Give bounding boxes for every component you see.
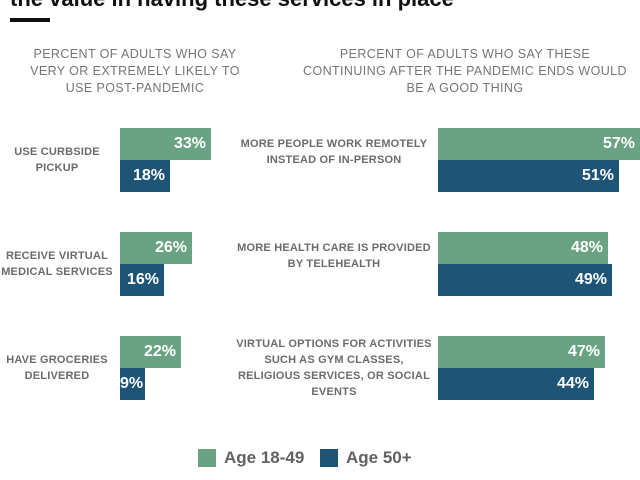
bar-age-50-plus: 44% xyxy=(438,368,594,400)
bar-age-18-49: 57% xyxy=(438,128,640,160)
legend-item-young: Age 18-49 xyxy=(198,446,304,470)
category-label: VIRTUAL OPTIONS FOR ACTIVITIES SUCH AS G… xyxy=(236,338,432,398)
bar-age-50-plus: 9% xyxy=(120,368,145,400)
legend-label-young: Age 18-49 xyxy=(224,448,305,467)
bar-age-18-49: 26% xyxy=(120,232,192,264)
headline-rule xyxy=(10,18,50,22)
category-label: HAVE GROCERIES DELIVERED xyxy=(6,354,108,382)
legend-swatch-old xyxy=(320,449,338,467)
bar-value-label: 18% xyxy=(132,167,165,184)
bar-value-label: 26% xyxy=(154,239,187,256)
category-label: MORE PEOPLE WORK REMOTELY INSTEAD OF IN-… xyxy=(240,138,428,166)
bar-age-18-49: 33% xyxy=(120,128,211,160)
category-label: USE CURBSIDE PICKUP xyxy=(14,146,100,174)
bar-value-label: 48% xyxy=(570,239,603,256)
legend-label-old: Age 50+ xyxy=(346,448,412,467)
category-label: MORE HEALTH CARE IS PROVIDED BY TELEHEAL… xyxy=(237,242,431,270)
right-panel-title: PERCENT OF ADULTS WHO SAY THESE CONTINUI… xyxy=(303,47,627,95)
bar-value-label: 51% xyxy=(581,167,614,184)
bar-age-50-plus: 51% xyxy=(438,160,619,192)
bar-value-label: 16% xyxy=(126,271,159,288)
bar-value-label: 9% xyxy=(120,375,144,392)
bar-value-label: 57% xyxy=(602,135,635,152)
bar-value-label: 22% xyxy=(143,343,176,360)
legend-item-old: Age 50+ xyxy=(320,446,412,470)
bar-age-50-plus: 16% xyxy=(120,264,164,296)
bar-value-label: 47% xyxy=(567,343,600,360)
legend: Age 18-49 Age 50+ xyxy=(0,446,640,470)
bar-age-18-49: 48% xyxy=(438,232,608,264)
bar-value-label: 49% xyxy=(574,271,607,288)
bar-age-18-49: 22% xyxy=(120,336,181,368)
bar-value-label: 44% xyxy=(556,375,589,392)
category-label: RECEIVE VIRTUAL MEDICAL SERVICES xyxy=(1,250,113,278)
chart-headline: the value in having these services in pl… xyxy=(10,0,454,12)
bar-age-50-plus: 18% xyxy=(120,160,170,192)
bar-age-18-49: 47% xyxy=(438,336,605,368)
bar-value-label: 33% xyxy=(173,135,206,152)
left-panel-title: PERCENT OF ADULTS WHO SAY VERY OR EXTREM… xyxy=(30,47,240,95)
legend-swatch-young xyxy=(198,449,216,467)
bar-age-50-plus: 49% xyxy=(438,264,612,296)
